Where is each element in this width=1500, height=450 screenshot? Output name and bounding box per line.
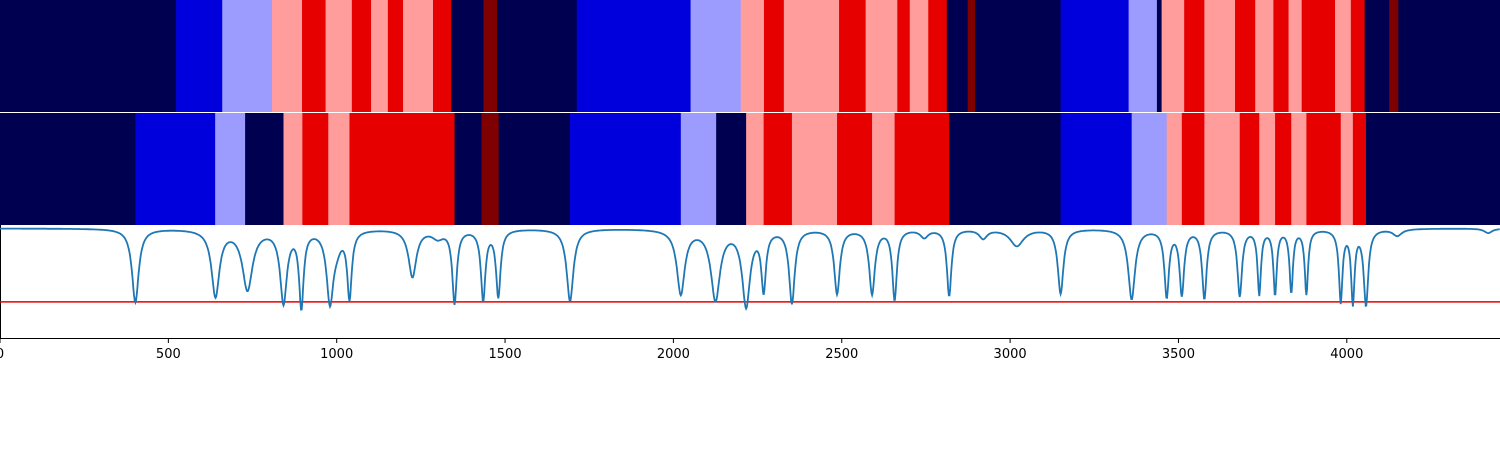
state-segment: [746, 113, 765, 225]
state-segment: [837, 113, 873, 225]
state-segment: [763, 113, 793, 225]
x-tick-label: 1500: [489, 347, 522, 362]
state-segment: [1255, 0, 1274, 112]
state-segment: [1335, 0, 1352, 112]
heatmap-row-1: [0, 0, 1500, 112]
x-tick-label: 2500: [825, 347, 858, 362]
x-tick-label: 4000: [1330, 347, 1363, 362]
heatmap-rows: [0, 0, 1500, 225]
state-segment: [928, 0, 948, 112]
state-segment: [135, 113, 216, 225]
x-tick-label: 1000: [320, 347, 353, 362]
state-segment: [1306, 113, 1342, 225]
x-axis: 0 500 1000 1500 2000 2500 3000 3500 4000: [0, 338, 1363, 362]
state-segment: [783, 0, 840, 112]
state-segment: [1352, 113, 1367, 225]
state-segment: [975, 0, 1062, 112]
state-segment: [1239, 113, 1260, 225]
state-segment: [1291, 113, 1307, 225]
state-segment: [432, 0, 452, 112]
state-segment: [1060, 0, 1130, 112]
state-segment: [1166, 113, 1183, 225]
state-segment: [222, 0, 273, 112]
state-segment: [1340, 113, 1354, 225]
state-segment: [272, 0, 303, 112]
state-segment: [451, 0, 484, 112]
state-segment: [1259, 113, 1276, 225]
x-tick-label: 3500: [1162, 347, 1195, 362]
state-segment: [1350, 0, 1366, 112]
state-segment: [1128, 0, 1158, 112]
state-segment: [680, 113, 717, 225]
state-segment: [1235, 0, 1256, 112]
state-segment: [498, 113, 571, 225]
state-segment: [283, 113, 303, 225]
x-tick-label: 2000: [657, 347, 690, 362]
state-segment: [1161, 0, 1185, 112]
state-segment: [176, 0, 223, 112]
state-segment: [570, 113, 682, 225]
state-segment: [740, 0, 765, 112]
state-segment: [349, 113, 455, 225]
state-segment: [763, 0, 785, 112]
state-segment: [949, 113, 1062, 225]
state-segment: [894, 113, 950, 225]
state-segment: [0, 0, 177, 112]
state-segment: [302, 0, 326, 112]
state-segment: [325, 0, 353, 112]
state-segment: [302, 113, 329, 225]
state-segment: [1275, 113, 1292, 225]
state-segment: [1204, 113, 1241, 225]
x-tick-label: 500: [156, 347, 181, 362]
state-segment: [791, 113, 838, 225]
state-segment: [716, 113, 747, 225]
state-segment: [245, 113, 284, 225]
state-segment: [1181, 113, 1205, 225]
state-segment: [1204, 0, 1236, 112]
state-segment: [839, 0, 867, 112]
state-segment: [328, 113, 350, 225]
state-segment: [1365, 113, 1500, 225]
state-segment: [1131, 113, 1168, 225]
state-segment: [1184, 0, 1205, 112]
state-segment: [967, 0, 976, 112]
state-segment: [454, 113, 482, 225]
state-segment: [690, 0, 742, 112]
state-segment: [1288, 0, 1303, 112]
state-segment: [946, 0, 969, 112]
state-segment: [1398, 0, 1500, 112]
x-tick-label: 0: [0, 347, 4, 362]
state-segment: [215, 113, 246, 225]
state-segment: [483, 0, 498, 112]
state-segment: [496, 0, 578, 112]
state-segment: [1273, 0, 1289, 112]
state-segment: [351, 0, 372, 112]
state-segment: [576, 0, 691, 112]
state-segment: [371, 0, 389, 112]
state-segment: [909, 0, 929, 112]
heatmap-row-2: [0, 113, 1500, 225]
state-segment: [0, 113, 136, 225]
state-segment: [1156, 0, 1163, 112]
x-tick-label: 3000: [994, 347, 1027, 362]
line-panel: [0, 225, 1500, 339]
state-segment: [1060, 113, 1133, 225]
signal-line: [0, 227, 1500, 311]
state-segment: [1389, 0, 1399, 112]
state-segment: [481, 113, 500, 225]
state-segment: [403, 0, 434, 112]
state-segment: [1301, 0, 1336, 112]
state-segment: [897, 0, 911, 112]
state-segment: [1364, 0, 1390, 112]
state-segment: [865, 0, 898, 112]
state-segment: [872, 113, 896, 225]
state-segment: [387, 0, 404, 112]
